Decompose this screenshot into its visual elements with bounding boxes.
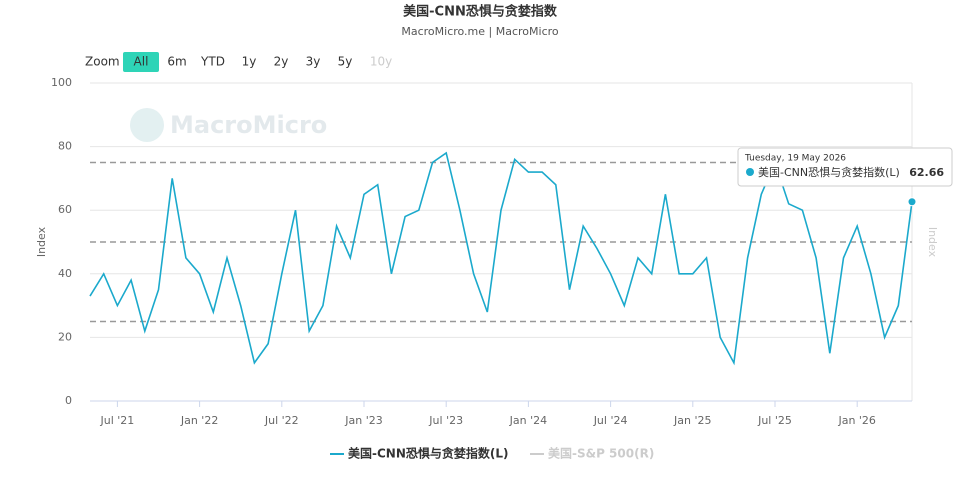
watermark: MacroMicro	[170, 111, 327, 139]
y-tick-label: 0	[65, 394, 72, 407]
x-tick-label: Jul '24	[593, 414, 628, 427]
x-tick-label: Jan '22	[180, 414, 218, 427]
x-tick-label: Jan '26	[837, 414, 875, 427]
x-tick-label: Jul '25	[757, 414, 792, 427]
range-button[interactable]: All	[134, 55, 149, 69]
zoom-label: Zoom	[85, 55, 120, 69]
tooltip-series: 美国-CNN恐惧与贪婪指数(L)	[758, 165, 900, 179]
x-tick-label: Jan '25	[673, 414, 711, 427]
range-button: 10y	[370, 55, 392, 69]
hover-point	[907, 197, 917, 207]
x-tick-label: Jan '23	[344, 414, 382, 427]
x-tick-label: Jan '24	[509, 414, 547, 427]
y-axis-title: Index	[35, 226, 48, 257]
y-tick-label: 60	[58, 203, 72, 216]
chart-title: 美国-CNN恐惧与贪婪指数	[403, 4, 558, 20]
range-button[interactable]: 5y	[338, 55, 353, 69]
x-tick-label: Jul '22	[264, 414, 299, 427]
watermark-logo	[130, 108, 164, 142]
tooltip-value: 62.66	[909, 166, 944, 179]
range-button[interactable]: 3y	[306, 55, 321, 69]
x-tick-label: Jul '21	[100, 414, 135, 427]
legend-entry[interactable]: 美国-CNN恐惧与贪婪指数(L)	[348, 446, 509, 461]
range-button[interactable]: 6m	[167, 55, 186, 69]
range-button[interactable]: 1y	[242, 55, 257, 69]
range-button-bg	[123, 52, 159, 72]
range-button[interactable]: YTD	[200, 55, 225, 69]
tooltip-box	[737, 147, 953, 187]
y-tick-label: 100	[51, 76, 72, 89]
tooltip-marker	[746, 168, 754, 176]
tooltip-date: Tuesday, 19 May 2026	[744, 154, 846, 164]
y-tick-label: 80	[58, 140, 72, 153]
range-button[interactable]: 2y	[274, 55, 289, 69]
y-tick-label: 40	[58, 267, 72, 280]
legend-entry[interactable]: 美国-S&P 500(R)	[548, 446, 654, 461]
y2-axis-title: Index	[926, 227, 939, 258]
y-tick-label: 20	[58, 330, 72, 343]
x-tick-label: Jul '23	[428, 414, 463, 427]
chart-subtitle: MacroMicro.me | MacroMicro	[401, 25, 559, 38]
